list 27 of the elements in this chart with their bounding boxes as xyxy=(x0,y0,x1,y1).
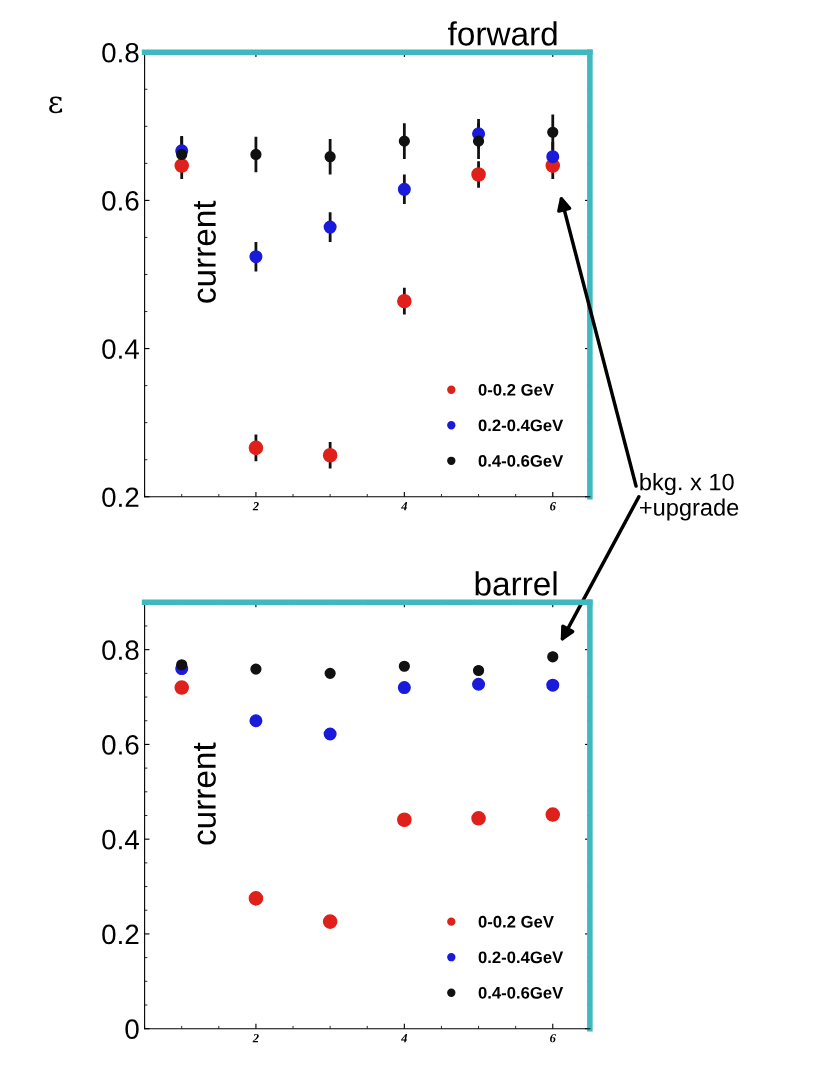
legend-label: 0-0.2 GeV xyxy=(478,383,554,396)
annotation: current xyxy=(194,742,216,845)
legend-label: 0-0.2 GeV xyxy=(478,915,554,928)
y-tick-label: 0.4 xyxy=(102,829,139,850)
annotation: current xyxy=(194,200,216,303)
y-tick-label: 0.8 xyxy=(102,42,139,63)
x-tick-label: 4 xyxy=(401,502,408,511)
y-tick-label: 0.4 xyxy=(102,339,139,359)
x-tick-label: 2 xyxy=(252,502,259,511)
text: bkg. x 10 +upgrade xyxy=(640,473,739,521)
legend-label: 0.2-0.4GeV xyxy=(478,951,564,964)
chart-title: barrel xyxy=(475,571,557,596)
y-tick-label: 0 xyxy=(125,1019,139,1040)
x-tick-label: 4 xyxy=(401,1034,408,1043)
y-tick-label: 0.2 xyxy=(102,487,139,508)
y-axis-title: ε xyxy=(49,96,63,114)
y-tick-label: 0.6 xyxy=(102,191,139,211)
chart-title: forward xyxy=(448,21,557,46)
y-tick-label: 0.2 xyxy=(102,924,139,945)
legend-label: 0.4-0.6GeV xyxy=(478,986,564,999)
y-tick-label: 0.8 xyxy=(102,640,139,661)
x-tick-label: 6 xyxy=(550,502,556,511)
legend-label: 0.4-0.6GeV xyxy=(478,454,564,467)
y-tick-label: 0.6 xyxy=(102,735,139,755)
x-tick-label: 2 xyxy=(252,1033,259,1043)
x-tick-label: 6 xyxy=(550,1033,556,1043)
legend-label: 0.2-0.4GeV xyxy=(478,419,564,432)
